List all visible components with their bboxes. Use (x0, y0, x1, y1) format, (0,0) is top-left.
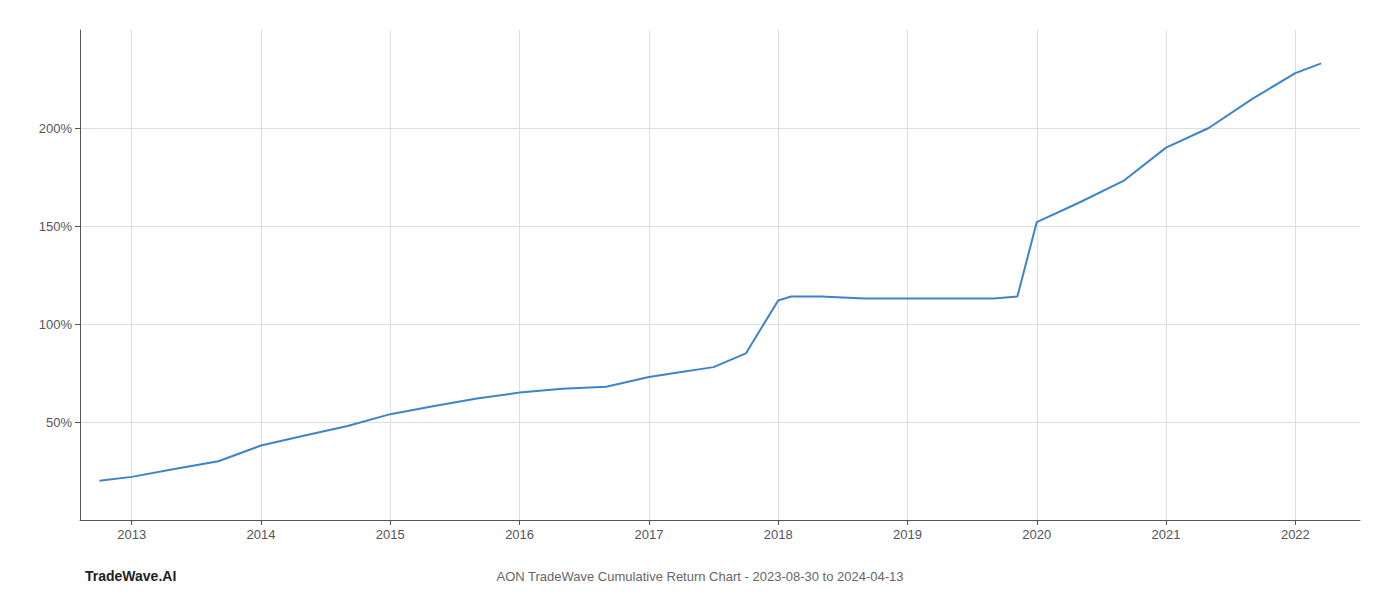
svg-text:2015: 2015 (376, 527, 405, 542)
svg-text:TradeWave.AI: TradeWave.AI (85, 568, 176, 584)
svg-text:2013: 2013 (117, 527, 146, 542)
svg-text:2021: 2021 (1152, 527, 1181, 542)
svg-text:2022: 2022 (1281, 527, 1310, 542)
svg-text:2016: 2016 (505, 527, 534, 542)
svg-text:AON TradeWave Cumulative Retur: AON TradeWave Cumulative Return Chart - … (496, 569, 903, 584)
svg-text:100%: 100% (39, 317, 73, 332)
svg-text:2019: 2019 (893, 527, 922, 542)
svg-text:2017: 2017 (634, 527, 663, 542)
svg-text:50%: 50% (46, 415, 72, 430)
svg-text:2018: 2018 (764, 527, 793, 542)
svg-text:150%: 150% (39, 219, 73, 234)
svg-text:2020: 2020 (1022, 527, 1051, 542)
svg-text:2014: 2014 (247, 527, 276, 542)
svg-text:200%: 200% (39, 121, 73, 136)
